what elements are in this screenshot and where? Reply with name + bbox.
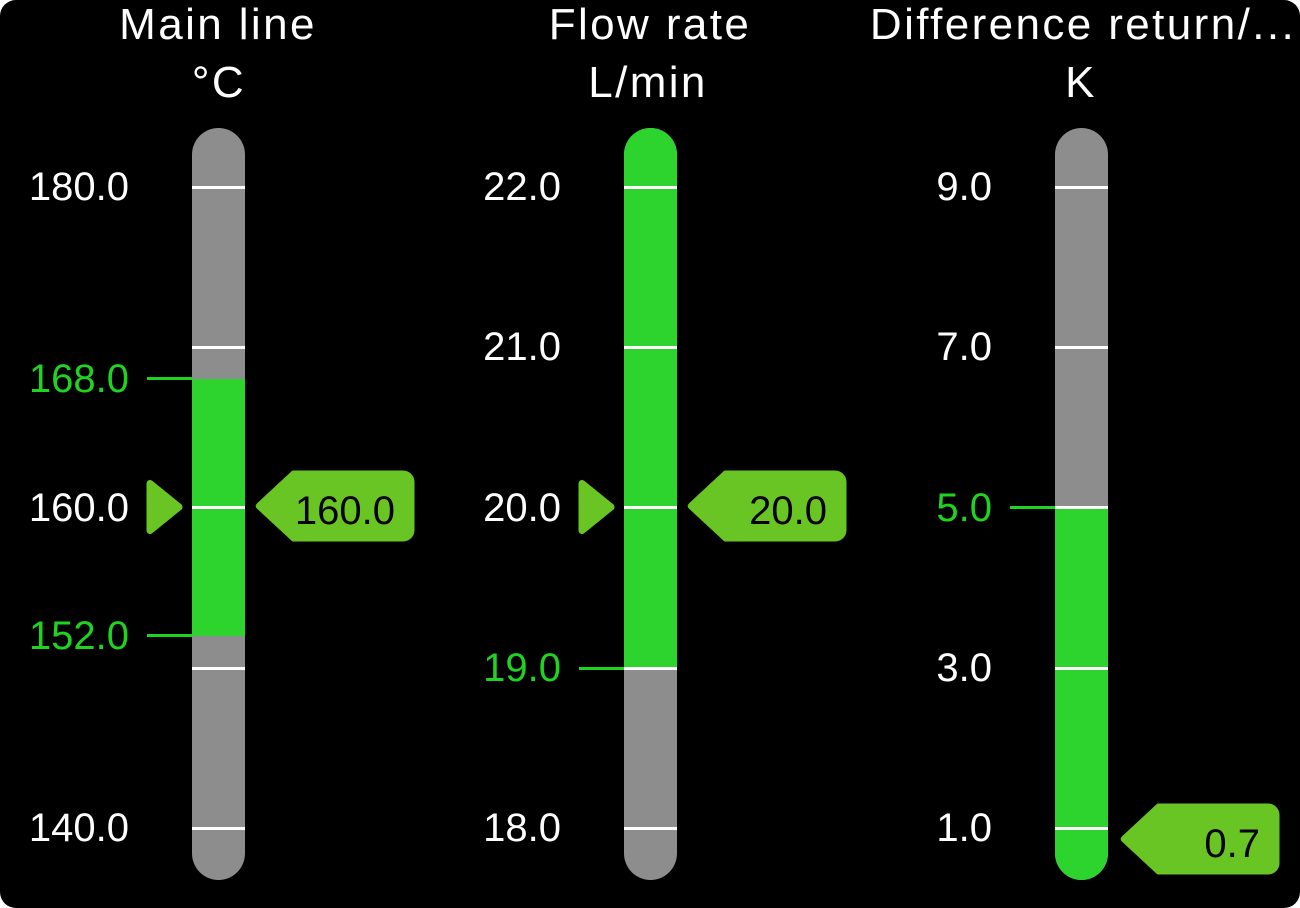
- svg-text:20.0: 20.0: [749, 489, 827, 533]
- svg-text:0.7: 0.7: [1204, 822, 1260, 866]
- svg-text:160.0: 160.0: [295, 489, 395, 533]
